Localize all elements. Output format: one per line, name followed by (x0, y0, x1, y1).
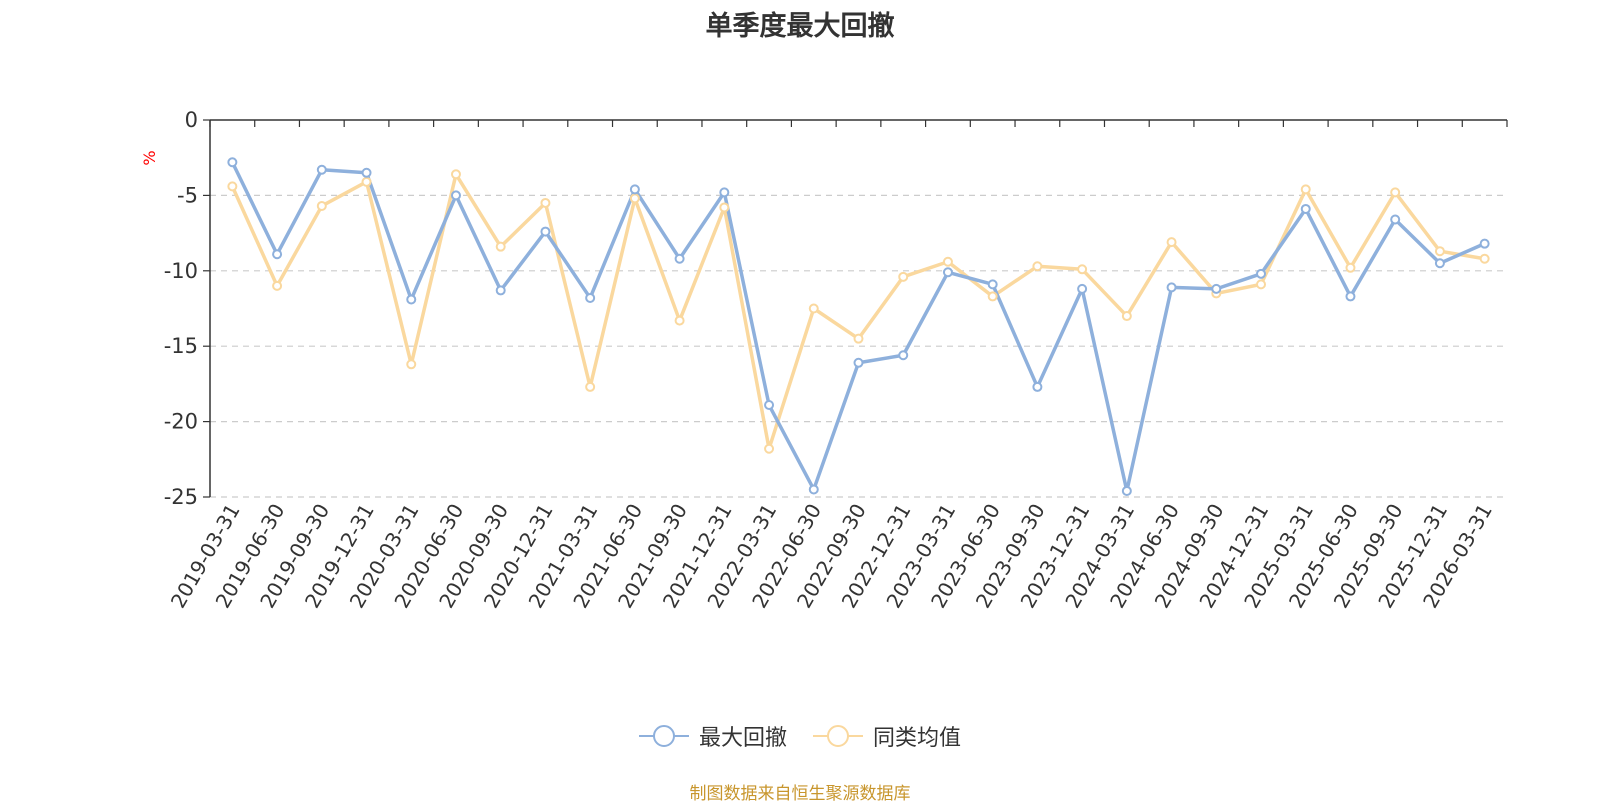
data-point-peer-average[interactable] (540, 197, 551, 208)
data-point-peer-average[interactable] (1166, 237, 1177, 248)
series-lines (227, 157, 1490, 496)
data-point-peer-average[interactable] (629, 193, 640, 204)
data-point-max-drawdown[interactable] (316, 164, 327, 175)
data-point-max-drawdown[interactable] (1434, 258, 1445, 269)
data-point-peer-average[interactable] (987, 291, 998, 302)
y-tick-label: -25 (164, 485, 198, 509)
data-point-max-drawdown[interactable] (808, 484, 819, 495)
data-point-peer-average[interactable] (764, 443, 775, 454)
data-point-max-drawdown[interactable] (361, 167, 372, 178)
data-point-peer-average[interactable] (1479, 253, 1490, 264)
data-point-max-drawdown[interactable] (1300, 203, 1311, 214)
data-point-max-drawdown[interactable] (227, 157, 238, 168)
data-point-max-drawdown[interactable] (1077, 283, 1088, 294)
legend-label-peer-average: 同类均值 (873, 726, 962, 751)
data-point-peer-average[interactable] (495, 241, 506, 252)
grid-lines (210, 194, 1507, 498)
data-point-peer-average[interactable] (1077, 264, 1088, 275)
chart-title: 单季度最大回撤 (705, 11, 895, 42)
data-point-peer-average[interactable] (450, 169, 461, 180)
data-point-max-drawdown[interactable] (1479, 238, 1490, 249)
data-point-peer-average[interactable] (942, 256, 953, 267)
data-point-max-drawdown[interactable] (674, 253, 685, 264)
data-point-max-drawdown[interactable] (719, 187, 730, 198)
data-point-max-drawdown[interactable] (1121, 485, 1132, 496)
data-point-peer-average[interactable] (585, 381, 596, 392)
data-point-max-drawdown[interactable] (942, 267, 953, 278)
data-point-max-drawdown[interactable] (1211, 283, 1222, 294)
data-point-peer-average[interactable] (272, 280, 283, 291)
data-point-peer-average[interactable] (316, 200, 327, 211)
data-point-peer-average[interactable] (1434, 246, 1445, 257)
data-point-max-drawdown[interactable] (987, 279, 998, 290)
series-line-peer-average (230, 172, 1485, 451)
data-point-peer-average[interactable] (1390, 187, 1401, 198)
data-point-max-drawdown[interactable] (764, 400, 775, 411)
data-point-peer-average[interactable] (406, 359, 417, 370)
y-tick-label: -15 (164, 334, 198, 358)
data-point-max-drawdown[interactable] (585, 292, 596, 303)
data-point-peer-average[interactable] (1345, 262, 1356, 273)
data-point-max-drawdown[interactable] (853, 357, 864, 368)
y-tick-label: -20 (164, 410, 198, 434)
data-point-max-drawdown[interactable] (1390, 214, 1401, 225)
legend-marker-max-drawdown (638, 725, 689, 747)
data-point-peer-average[interactable] (1121, 311, 1132, 322)
data-point-max-drawdown[interactable] (1345, 291, 1356, 302)
data-point-peer-average[interactable] (1032, 261, 1043, 272)
data-point-max-drawdown[interactable] (1032, 381, 1043, 392)
data-point-peer-average[interactable] (808, 303, 819, 314)
data-point-max-drawdown[interactable] (629, 184, 640, 195)
legend-item-peer-average[interactable]: 同类均值 (813, 720, 961, 752)
data-point-max-drawdown[interactable] (540, 226, 551, 237)
y-tick-label: -10 (164, 259, 198, 283)
data-point-max-drawdown[interactable] (898, 350, 909, 361)
legend-label-max-drawdown: 最大回撤 (698, 726, 787, 751)
legend: 最大回撤 同类均值 (0, 720, 1600, 752)
data-point-max-drawdown[interactable] (1256, 268, 1267, 279)
y-tick-label: -5 (177, 183, 198, 207)
data-source-footer: 制图数据来自恒生聚源数据库 (689, 784, 911, 804)
data-point-max-drawdown[interactable] (450, 190, 461, 201)
data-point-peer-average[interactable] (1300, 184, 1311, 195)
data-point-peer-average[interactable] (719, 202, 730, 213)
legend-marker-peer-average (813, 725, 863, 747)
data-point-peer-average[interactable] (898, 271, 909, 282)
data-point-peer-average[interactable] (1256, 279, 1267, 290)
legend-item-max-drawdown[interactable]: 最大回撤 (638, 720, 787, 752)
data-point-max-drawdown[interactable] (1166, 282, 1177, 293)
y-tick-label: 0 (185, 108, 198, 132)
data-point-max-drawdown[interactable] (495, 285, 506, 296)
y-axis-label: % (140, 150, 159, 165)
data-point-peer-average[interactable] (227, 181, 238, 192)
data-point-peer-average[interactable] (674, 315, 685, 326)
data-point-max-drawdown[interactable] (406, 294, 417, 305)
data-point-peer-average[interactable] (361, 176, 372, 187)
data-point-peer-average[interactable] (853, 333, 864, 344)
data-point-max-drawdown[interactable] (272, 249, 283, 260)
